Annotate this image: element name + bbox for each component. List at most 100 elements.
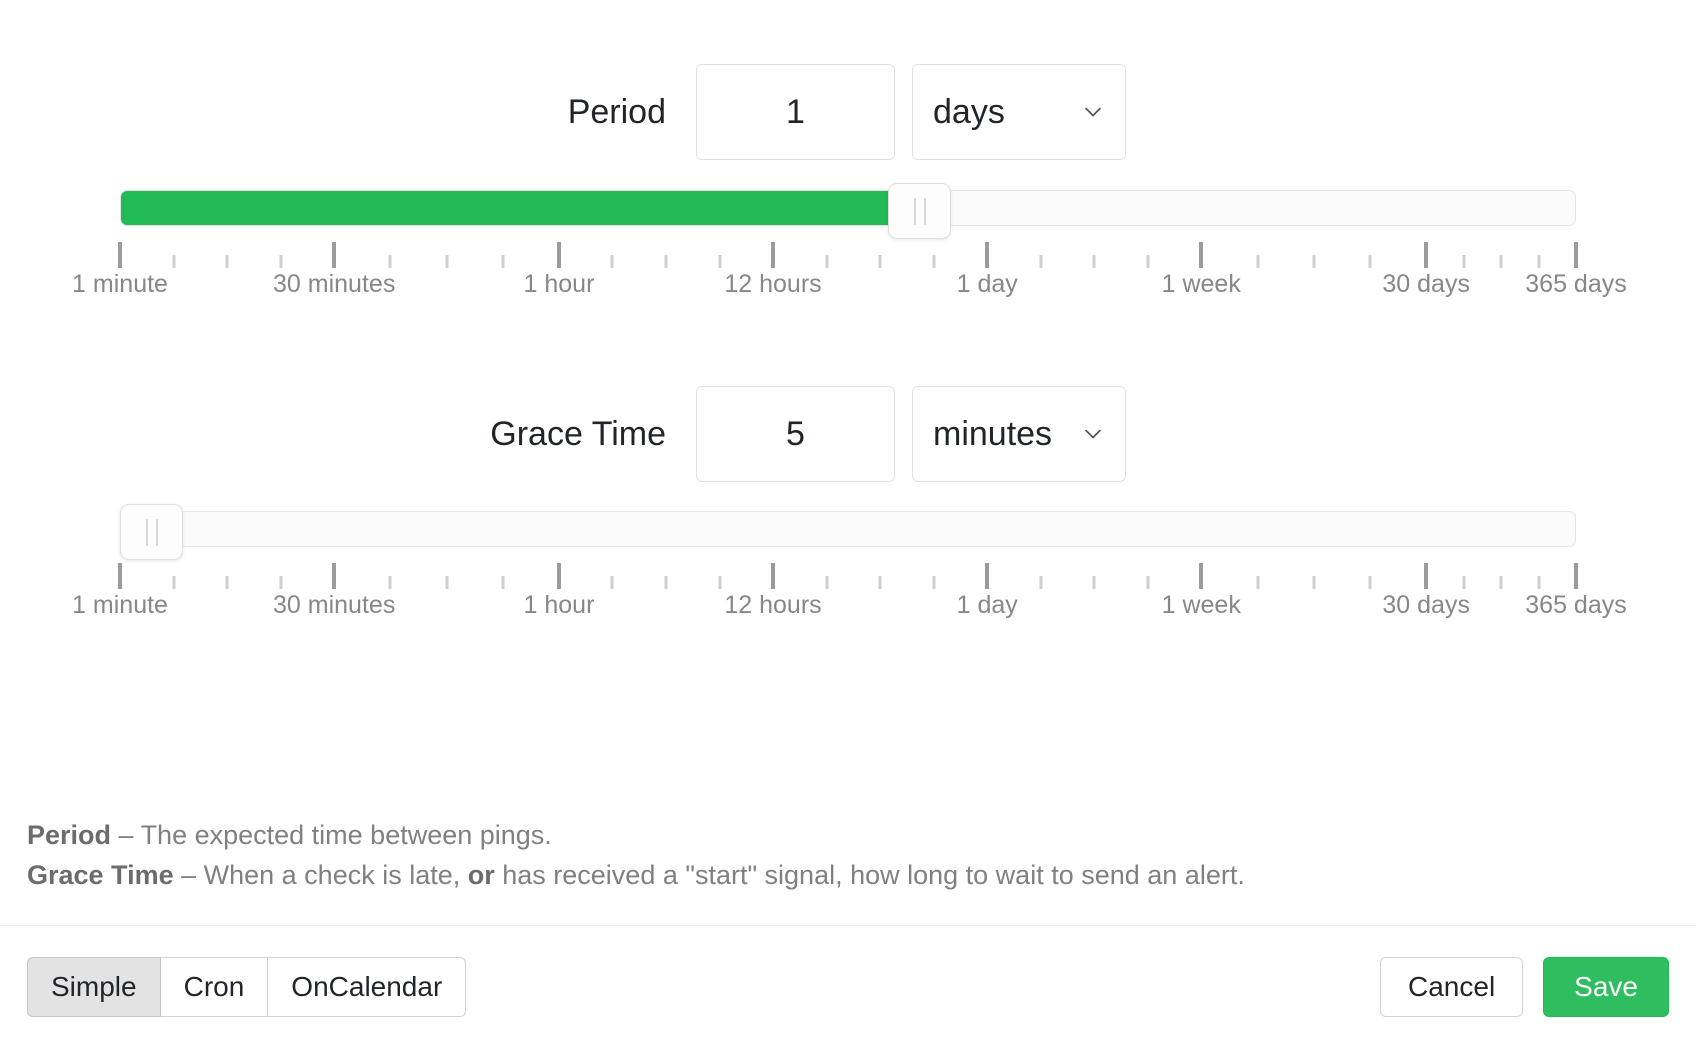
mode-button-oncalendar[interactable]: OnCalendar	[267, 957, 467, 1017]
tick-label: 1 week	[1161, 591, 1241, 619]
tick-major	[771, 563, 776, 589]
tick-minor	[1039, 576, 1043, 589]
tick-minor	[610, 255, 614, 268]
period-label: Period	[567, 93, 666, 131]
tick-major	[1199, 242, 1204, 268]
tick-major	[1574, 563, 1578, 589]
tick-minor	[825, 255, 829, 268]
tick-minor	[1146, 255, 1150, 268]
tick-minor	[1256, 576, 1260, 589]
tick-minor	[1312, 576, 1316, 589]
tick-minor	[825, 576, 829, 589]
grace-field-row: Grace Time 5 minutes	[396, 386, 1196, 482]
tick-minor	[279, 255, 283, 268]
grace-slider[interactable]	[120, 504, 1576, 560]
grace-description-text-a: When a check is late,	[203, 860, 468, 890]
grace-description-dash: –	[173, 860, 204, 890]
tick-minor	[501, 576, 505, 589]
tick-minor	[878, 255, 882, 268]
period-slider[interactable]	[120, 183, 1576, 239]
grip-lines-icon	[923, 197, 926, 225]
tick-minor	[1092, 576, 1096, 589]
grace-slider-thumb[interactable]	[120, 504, 183, 560]
tick-major	[332, 563, 337, 589]
tick-minor	[1499, 576, 1503, 589]
tick-minor	[1537, 576, 1541, 589]
tick-label: 1 minute	[72, 270, 168, 298]
grace-value-input[interactable]: 5	[696, 386, 895, 482]
period-tick-marks	[118, 238, 1578, 268]
period-unit-label: days	[933, 93, 1005, 131]
chevron-down-icon	[1083, 424, 1103, 444]
tick-label: 365 days	[1525, 591, 1627, 619]
schedule-editor-body: Period 1 days 1 minute 30 minutes 1 hour 12…	[27, 64, 1627, 895]
period-description-dash: –	[111, 820, 141, 850]
tick-label: 12 hours	[724, 591, 822, 619]
tick-label: 1 hour	[523, 591, 595, 619]
grip-lines-icon	[155, 518, 158, 546]
tick-minor	[1462, 576, 1466, 589]
period-description-term: Period	[27, 820, 112, 850]
period-description-text: The expected time between pings.	[140, 820, 552, 850]
tick-minor	[279, 576, 283, 589]
grace-description: Grace Time – When a check is late, or ha…	[27, 855, 1245, 895]
period-value-input[interactable]: 1	[696, 64, 895, 160]
grace-unit-select[interactable]: minutes	[912, 386, 1126, 482]
grip-lines-icon	[913, 197, 916, 225]
tick-label: 30 days	[1382, 591, 1470, 619]
grip-lines-icon	[145, 518, 148, 546]
tick-minor	[1256, 255, 1260, 268]
tick-label: 1 week	[1161, 270, 1241, 298]
tick-minor	[1146, 576, 1150, 589]
cancel-button[interactable]: Cancel	[1380, 957, 1524, 1017]
tick-minor	[1368, 255, 1372, 268]
tick-minor	[1537, 255, 1541, 268]
tick-minor	[1368, 576, 1372, 589]
tick-minor	[610, 576, 614, 589]
grace-unit-label: minutes	[933, 415, 1053, 453]
tick-minor	[878, 576, 882, 589]
tick-minor	[718, 576, 722, 589]
period-description: Period – The expected time between pings…	[27, 815, 552, 855]
period-tick-labels: 1 minute 30 minutes 1 hour 12 hours 1 day 1 w…	[72, 270, 1627, 302]
schedule-mode-button-group: Simple Cron OnCalendar	[27, 957, 467, 1017]
mode-button-simple[interactable]: Simple	[27, 957, 161, 1017]
grace-description-emphasis: or	[467, 860, 495, 890]
tick-major	[1574, 242, 1578, 268]
tick-minor	[501, 255, 505, 268]
tick-label: 30 minutes	[273, 591, 396, 619]
modal-footer: Simple Cron OnCalendar Cancel Save	[0, 925, 1696, 1046]
tick-minor	[1039, 255, 1043, 268]
tick-minor	[664, 576, 668, 589]
tick-minor	[932, 255, 936, 268]
tick-major	[771, 242, 776, 268]
grace-slider-track[interactable]	[120, 511, 1576, 547]
tick-major	[985, 242, 990, 268]
tick-minor	[445, 576, 449, 589]
tick-label: 365 days	[1525, 270, 1627, 298]
tick-major	[1199, 563, 1204, 589]
period-slider-thumb[interactable]	[888, 183, 951, 239]
tick-minor	[1462, 255, 1466, 268]
tick-minor	[172, 576, 176, 589]
tick-major	[556, 563, 561, 589]
tick-minor	[1499, 255, 1503, 268]
tick-label: 30 minutes	[273, 270, 396, 298]
tick-major	[118, 242, 122, 268]
tick-minor	[388, 576, 392, 589]
chevron-down-icon	[1083, 102, 1103, 122]
grace-description-term: Grace Time	[27, 860, 174, 890]
save-button[interactable]: Save	[1543, 957, 1669, 1017]
grace-tick-labels: 1 minute 30 minutes 1 hour 12 hours 1 day 1 w…	[72, 591, 1627, 623]
grace-description-text-b: has received a "start" signal, how long …	[494, 860, 1245, 890]
mode-button-cron[interactable]: Cron	[159, 957, 269, 1017]
period-unit-select[interactable]: days	[912, 64, 1126, 160]
tick-label: 30 days	[1382, 270, 1470, 298]
tick-minor	[932, 576, 936, 589]
grace-label: Grace Time	[490, 415, 666, 453]
tick-minor	[388, 255, 392, 268]
tick-minor	[225, 255, 229, 268]
tick-major	[1424, 563, 1429, 589]
tick-major	[985, 563, 990, 589]
tick-major	[332, 242, 337, 268]
